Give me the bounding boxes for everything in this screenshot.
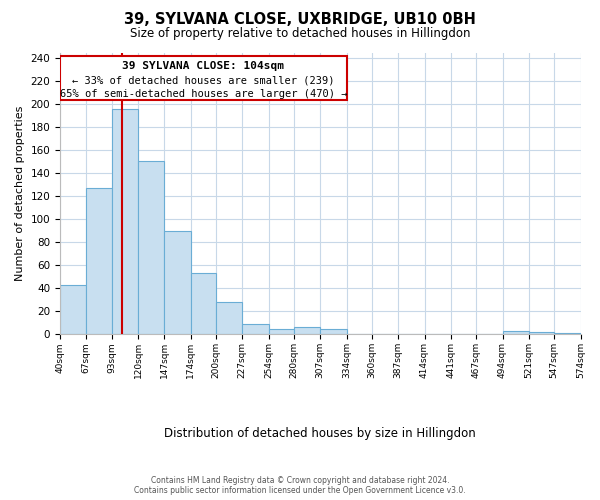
Bar: [216, 302, 242, 334]
Bar: [242, 324, 269, 334]
Y-axis label: Number of detached properties: Number of detached properties: [15, 106, 25, 281]
Text: Size of property relative to detached houses in Hillingdon: Size of property relative to detached ho…: [130, 28, 470, 40]
Bar: [269, 328, 294, 334]
Bar: [529, 332, 554, 334]
Bar: [191, 274, 216, 334]
Text: Contains HM Land Registry data © Crown copyright and database right 2024.
Contai: Contains HM Land Registry data © Crown c…: [134, 476, 466, 495]
Text: 65% of semi-detached houses are larger (470) →: 65% of semi-detached houses are larger (…: [59, 90, 347, 100]
Bar: [554, 333, 581, 334]
Bar: [164, 231, 191, 334]
X-axis label: Distribution of detached houses by size in Hillingdon: Distribution of detached houses by size …: [164, 427, 476, 440]
Text: ← 33% of detached houses are smaller (239): ← 33% of detached houses are smaller (23…: [72, 76, 335, 86]
Bar: [86, 188, 112, 334]
Bar: [503, 331, 529, 334]
Bar: [320, 328, 347, 334]
Bar: [112, 109, 138, 334]
Bar: [138, 160, 164, 334]
Text: 39 SYLVANA CLOSE: 104sqm: 39 SYLVANA CLOSE: 104sqm: [122, 60, 284, 70]
Bar: [294, 328, 320, 334]
FancyBboxPatch shape: [60, 56, 347, 100]
Bar: [60, 285, 86, 335]
Text: 39, SYLVANA CLOSE, UXBRIDGE, UB10 0BH: 39, SYLVANA CLOSE, UXBRIDGE, UB10 0BH: [124, 12, 476, 28]
